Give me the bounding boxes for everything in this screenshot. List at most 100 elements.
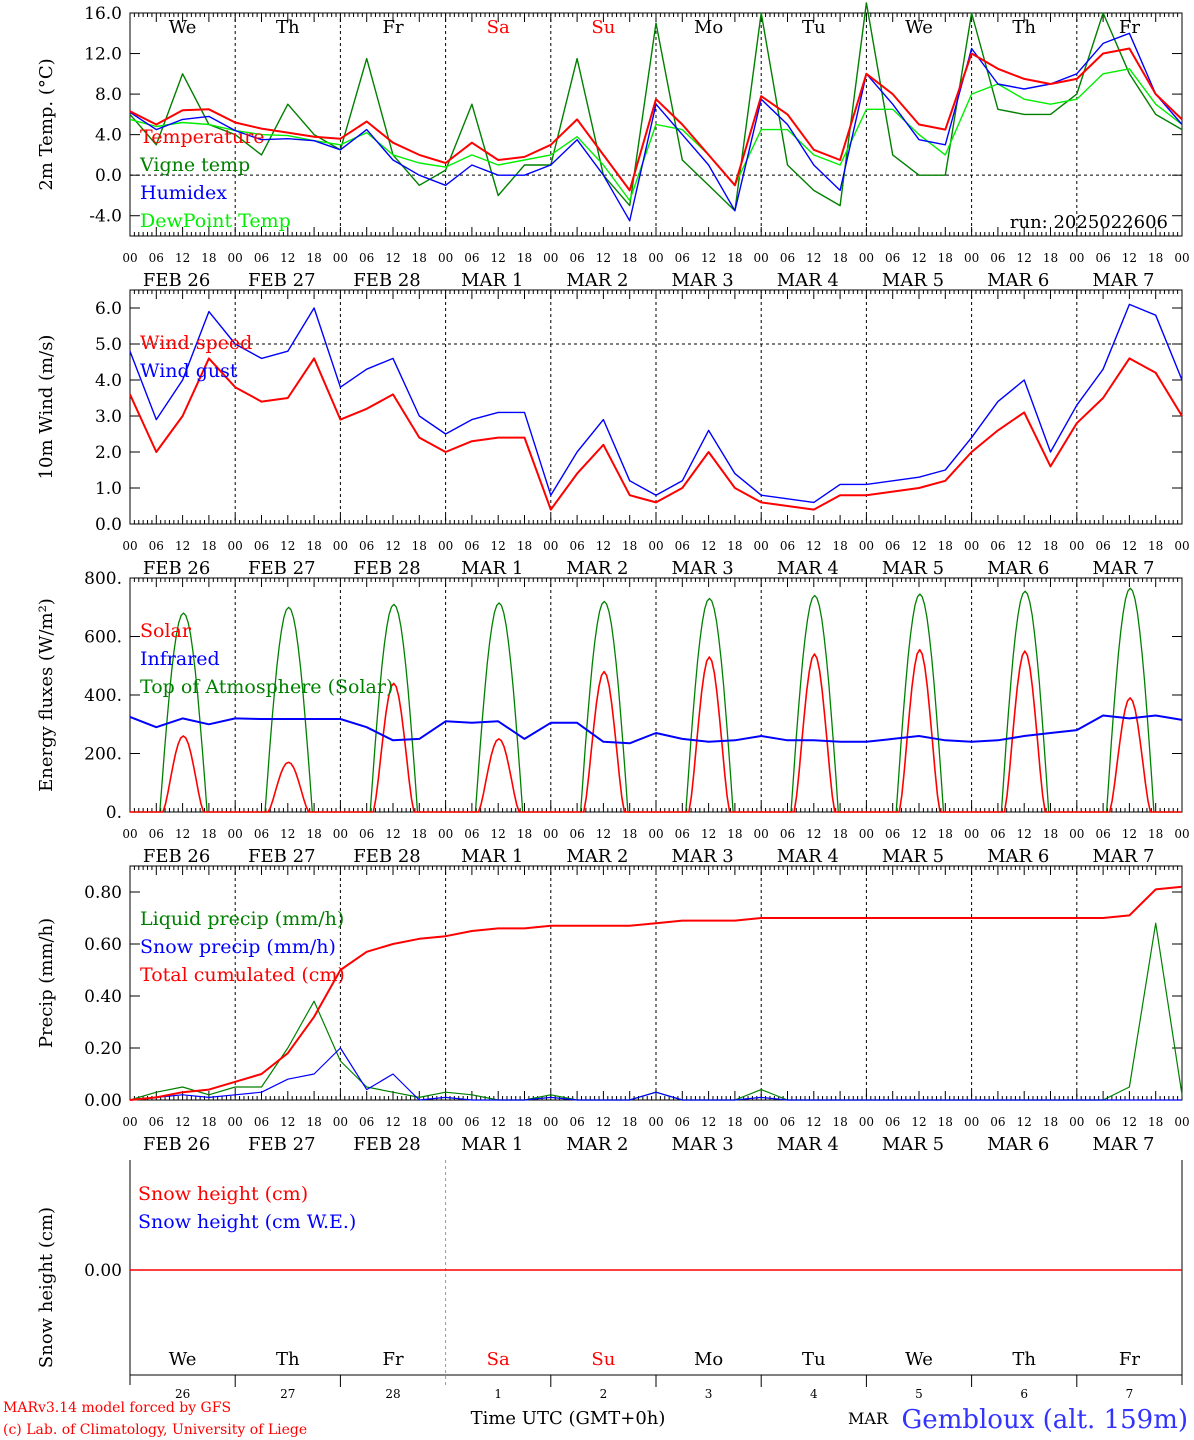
hour-tick-label: 18 [727, 539, 742, 553]
date-label: MAR 4 [777, 558, 839, 579]
day-number-label: 2 [600, 1387, 608, 1401]
date-label: MAR 3 [672, 558, 734, 579]
y-tick-label: 6.0 [95, 299, 122, 319]
hour-tick-label: 00 [543, 539, 558, 553]
date-label: FEB 28 [353, 270, 420, 291]
hour-tick-label: 12 [491, 827, 506, 841]
hour-tick-label: 12 [385, 539, 400, 553]
hour-tick-label: 12 [806, 1115, 821, 1129]
date-label: MAR 1 [461, 270, 523, 291]
location-label: Gembloux (alt. 159m) [902, 1405, 1188, 1435]
hour-tick-label: 18 [306, 1115, 321, 1129]
hour-tick-label: 06 [464, 539, 479, 553]
hour-tick-label: 18 [938, 539, 953, 553]
hour-tick-label: 18 [306, 827, 321, 841]
hour-tick-label: 06 [254, 827, 269, 841]
hour-tick-label: 00 [859, 251, 874, 265]
hour-tick-label: 12 [280, 251, 295, 265]
hour-tick-label: 00 [122, 251, 137, 265]
weekday-label: Th [1012, 17, 1036, 38]
date-label: MAR 6 [987, 270, 1049, 291]
hour-tick-label: 18 [832, 827, 847, 841]
hour-tick-label: 12 [911, 827, 926, 841]
hour-tick-label: 00 [438, 539, 453, 553]
hour-tick-label: 12 [911, 251, 926, 265]
legend-entry: Snow height (cm) [138, 1183, 308, 1205]
date-label: MAR 6 [987, 846, 1049, 867]
hour-tick-label: 00 [543, 827, 558, 841]
hour-tick-label: 06 [1095, 1115, 1110, 1129]
date-label: MAR 7 [1092, 846, 1154, 867]
y-axis-label: 2m Temp. (°C) [36, 58, 57, 190]
hour-tick-label: 18 [517, 827, 532, 841]
hour-tick-label: 00 [964, 251, 979, 265]
weekday-label: We [169, 1349, 197, 1370]
hour-tick-label: 18 [1148, 251, 1163, 265]
hour-tick-label: 12 [701, 1115, 716, 1129]
hour-tick-label: 00 [754, 827, 769, 841]
hour-tick-label: 00 [1069, 1115, 1084, 1129]
hour-tick-label: 06 [990, 539, 1005, 553]
y-tick-label: 800. [84, 569, 122, 589]
hour-tick-label: 12 [806, 539, 821, 553]
hour-tick-label: 18 [517, 539, 532, 553]
hour-tick-label: 00 [122, 1115, 137, 1129]
hour-tick-label: 06 [149, 251, 164, 265]
y-tick-label: 0.20 [84, 1039, 122, 1059]
legend-entry: Solar [140, 620, 192, 642]
hour-tick-label: 18 [622, 539, 637, 553]
date-label: MAR 7 [1092, 558, 1154, 579]
weekday-label: Th [276, 1349, 300, 1370]
date-label: MAR 6 [987, 558, 1049, 579]
hour-tick-label: 18 [727, 1115, 742, 1129]
hour-tick-label: 00 [754, 251, 769, 265]
hour-tick-label: 00 [754, 1115, 769, 1129]
hour-tick-label: 12 [1122, 1115, 1137, 1129]
date-label: FEB 27 [248, 270, 315, 291]
date-label: FEB 27 [248, 558, 315, 579]
hour-tick-label: 06 [149, 1115, 164, 1129]
hour-tick-label: 18 [1043, 251, 1058, 265]
hour-tick-label: 18 [201, 251, 216, 265]
hour-tick-label: 00 [859, 1115, 874, 1129]
hour-tick-label: 12 [596, 539, 611, 553]
hour-tick-label: 06 [359, 251, 374, 265]
hour-tick-label: 06 [885, 539, 900, 553]
hour-tick-label: 00 [333, 251, 348, 265]
date-label: MAR 2 [566, 846, 628, 867]
weekday-label: We [905, 17, 933, 38]
series-layer [129, 2, 1183, 1271]
day-number-label: 1 [494, 1387, 502, 1401]
date-label: MAR 3 [672, 1134, 734, 1155]
hour-tick-label: 06 [675, 827, 690, 841]
day-number-label: 28 [385, 1387, 400, 1401]
date-label: FEB 26 [143, 558, 210, 579]
hour-tick-label: 06 [464, 827, 479, 841]
hour-tick-label: 06 [780, 251, 795, 265]
hour-tick-label: 06 [254, 1115, 269, 1129]
hour-tick-label: 12 [1122, 251, 1137, 265]
date-label: MAR 2 [566, 1134, 628, 1155]
hour-tick-label: 12 [1017, 251, 1032, 265]
text-layer: 16.012.08.04.00.0-4.02m Temp. (°C)We Th Fr… [36, 4, 1190, 1401]
hour-tick-label: 12 [806, 827, 821, 841]
hour-tick-label: 18 [1043, 539, 1058, 553]
hour-tick-label: 18 [306, 251, 321, 265]
weekday-label: Mo [694, 1349, 723, 1370]
y-tick-label: 0. [106, 803, 122, 823]
y-tick-label: 0.00 [84, 1261, 122, 1281]
hour-tick-label: 12 [911, 539, 926, 553]
hour-tick-label: 00 [1174, 827, 1189, 841]
date-label: MAR 7 [1092, 270, 1154, 291]
hour-tick-label: 00 [543, 251, 558, 265]
y-axis-label: 10m Wind (m/s) [36, 335, 57, 480]
legend-entry: Infrared [140, 648, 220, 670]
hour-tick-label: 12 [280, 1115, 295, 1129]
date-label: MAR 1 [461, 558, 523, 579]
date-label: MAR 6 [987, 1134, 1049, 1155]
hour-tick-label: 18 [832, 251, 847, 265]
hour-tick-label: 06 [254, 251, 269, 265]
hour-tick-label: 12 [596, 827, 611, 841]
hour-tick-label: 00 [333, 1115, 348, 1129]
hour-tick-label: 12 [1122, 827, 1137, 841]
